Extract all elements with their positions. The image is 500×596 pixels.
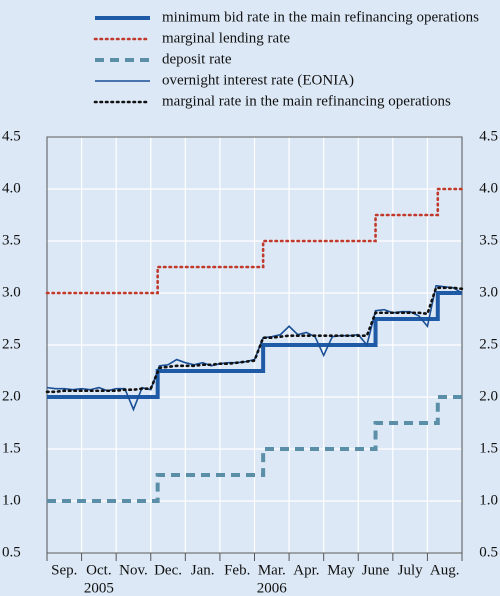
x-tick-label: Jan. — [191, 562, 215, 578]
legend-label: marginal lending rate — [162, 30, 290, 46]
x-tick-label: Feb. — [224, 562, 250, 578]
series-line — [45, 187, 464, 295]
y-tick-label: 4.5 — [2, 128, 21, 144]
legend-label: marginal rate in the main refinancing op… — [162, 93, 451, 109]
series-line — [47, 395, 462, 503]
y2-tick-label: 3.5 — [479, 232, 498, 248]
y-tick-label: 1.5 — [2, 440, 21, 456]
x-tick-label: Dec. — [154, 562, 182, 578]
y2-tick-label: 2.0 — [479, 388, 498, 404]
x-tick-label: Sep. — [51, 562, 77, 578]
y2-tick-label: 4.5 — [479, 128, 498, 144]
year-label: 2005 — [84, 580, 114, 596]
x-tick-label: Mar. — [258, 562, 286, 578]
y-tick-label: 3.0 — [2, 284, 21, 300]
y-tick-label: 3.5 — [2, 232, 21, 248]
y-tick-label: 2.5 — [2, 336, 21, 352]
y2-tick-label: 0.5 — [479, 544, 498, 560]
y-tick-label: 0.5 — [2, 544, 21, 560]
x-tick-label: Aug. — [430, 562, 460, 578]
legend-label: minimum bid rate in the main refinancing… — [162, 9, 479, 25]
y-tick-label: 4.0 — [2, 180, 21, 196]
legend-label: overnight interest rate (EONIA) — [162, 72, 354, 88]
x-tick-label: July — [398, 562, 424, 578]
x-tick-label: May — [327, 562, 355, 578]
x-tick-label: Oct. — [86, 562, 111, 578]
x-tick-label: Nov. — [119, 562, 148, 578]
y-tick-label: 2.0 — [2, 388, 21, 404]
plot-border — [46, 136, 463, 554]
y2-tick-label: 1.5 — [479, 440, 498, 456]
y2-tick-label: 2.5 — [479, 336, 498, 352]
year-label: 2006 — [257, 580, 288, 596]
legend-label: deposit rate — [162, 51, 232, 67]
y2-tick-label: 3.0 — [479, 284, 498, 300]
y-tick-label: 1.0 — [2, 492, 21, 508]
x-tick-label: Apr. — [293, 562, 319, 578]
series-line — [45, 286, 464, 394]
y2-tick-label: 1.0 — [479, 492, 498, 508]
x-tick-label: June — [362, 562, 390, 578]
y2-tick-label: 4.0 — [479, 180, 498, 196]
